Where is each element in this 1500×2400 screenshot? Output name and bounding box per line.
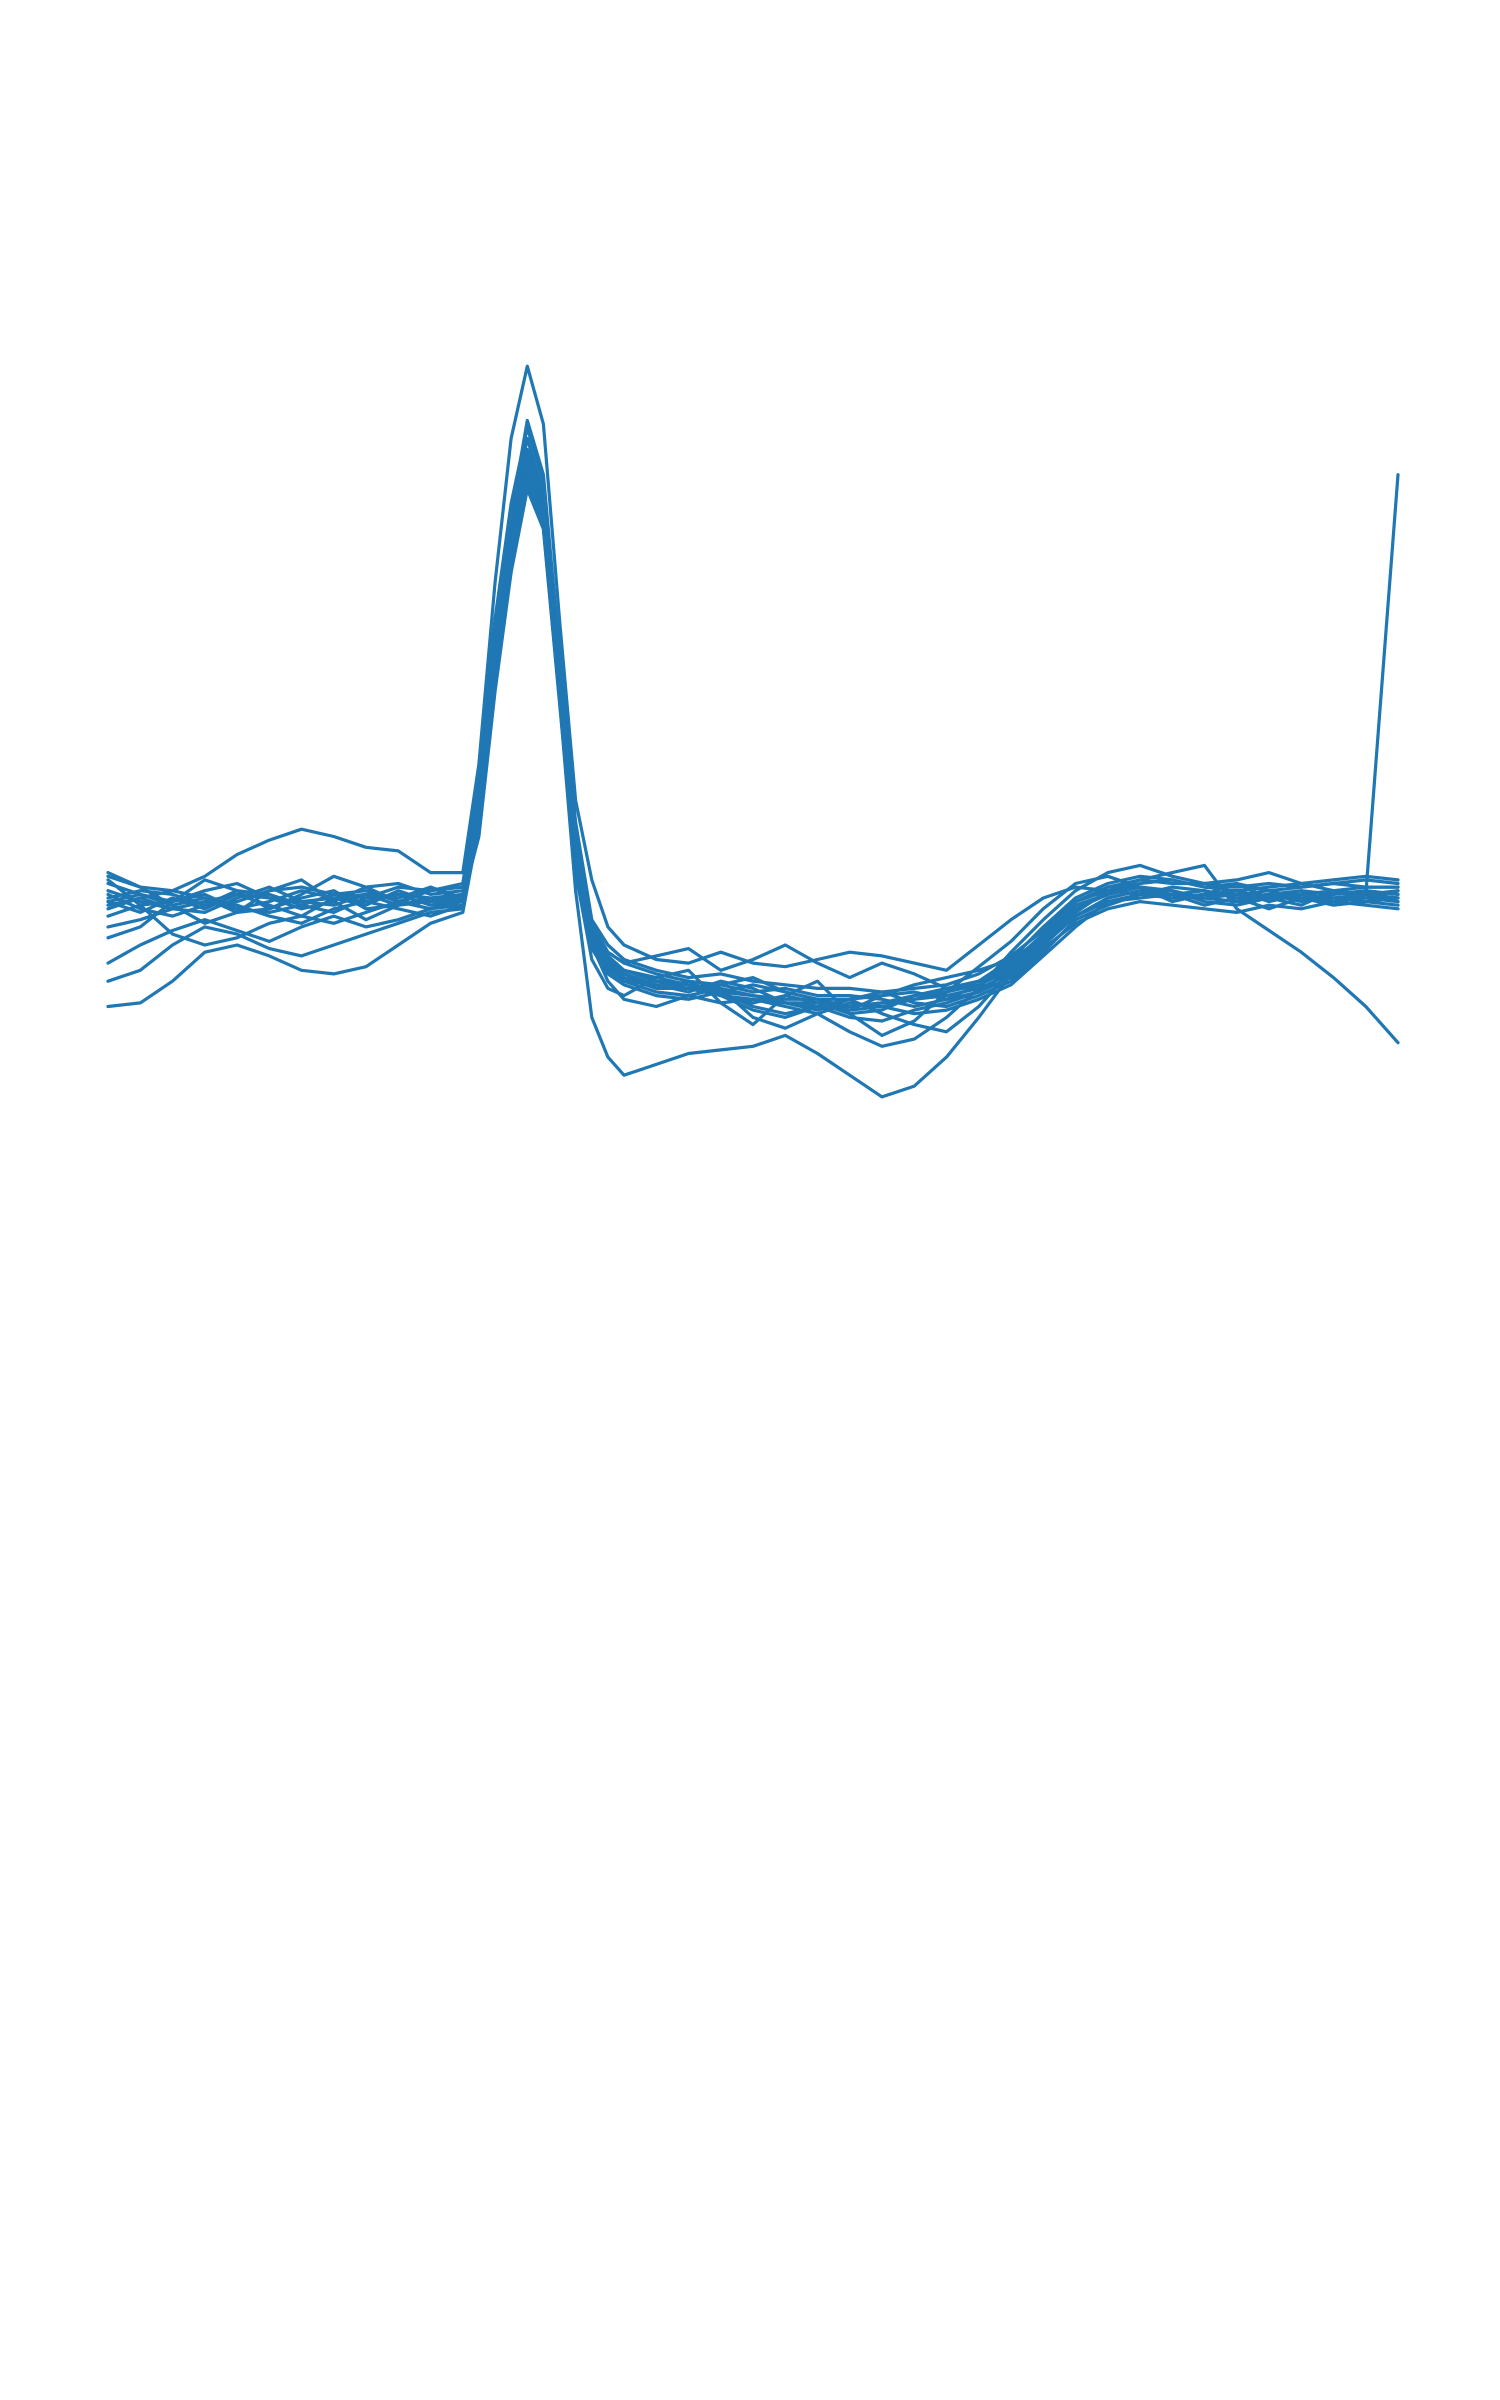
waveform-trace-7 <box>106 458 1400 1016</box>
waveform-trace-5 <box>106 480 1400 1023</box>
waveform-trace-10 <box>106 487 1400 1038</box>
waveform-trace-12 <box>106 462 1400 1034</box>
waveform-trace-9 <box>106 426 1400 1048</box>
waveform-trace-3 <box>106 465 1400 1016</box>
waveform-trace-16 <box>106 462 1400 1045</box>
waveform-trace-2 <box>106 473 1400 1012</box>
waveform-traces <box>106 364 1400 1099</box>
waveform-trace-11 <box>106 418 1400 991</box>
waveform-trace-17 <box>106 458 1400 1009</box>
waveform-trace-14 <box>106 476 1400 1099</box>
waveform-trace-15 <box>106 364 1400 972</box>
waveform-trace-13 <box>106 469 1400 1001</box>
